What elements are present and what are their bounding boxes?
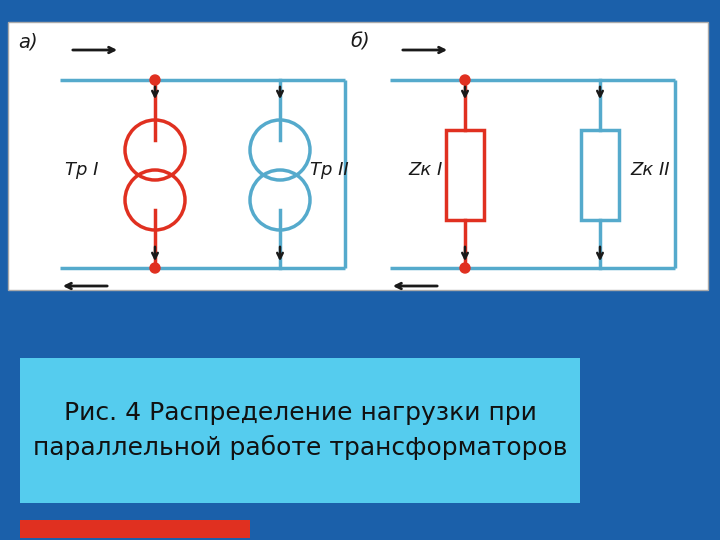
Bar bbox=[20, 520, 250, 538]
Text: Тр II: Тр II bbox=[310, 161, 348, 179]
Circle shape bbox=[150, 263, 160, 273]
Text: Тр I: Тр I bbox=[65, 161, 99, 179]
Circle shape bbox=[460, 75, 470, 85]
Text: Zк I: Zк I bbox=[408, 161, 442, 179]
Bar bbox=[20, 358, 580, 503]
Circle shape bbox=[150, 75, 160, 85]
Bar bbox=[8, 22, 708, 290]
Text: б): б) bbox=[350, 33, 369, 52]
Bar bbox=[446, 130, 484, 220]
Bar bbox=[581, 130, 619, 220]
Circle shape bbox=[460, 263, 470, 273]
Text: а): а) bbox=[18, 33, 37, 52]
Text: Рис. 4 Распределение нагрузки при
параллельной работе трансформаторов: Рис. 4 Распределение нагрузки при паралл… bbox=[32, 401, 567, 460]
Text: Zк II: Zк II bbox=[630, 161, 670, 179]
